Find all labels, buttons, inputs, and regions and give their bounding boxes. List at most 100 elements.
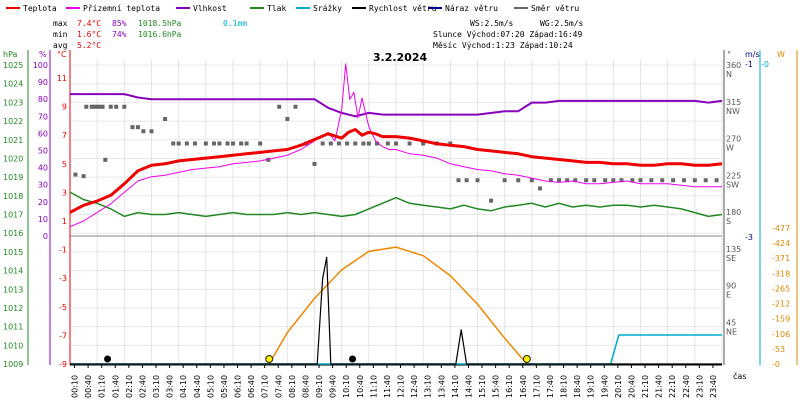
dir-tick: N: [726, 70, 732, 79]
wind-dir-point: [97, 104, 102, 109]
hpa-tick: 1015: [3, 248, 23, 257]
solar-line: [268, 246, 528, 365]
x-tick-label: 19:40: [600, 375, 609, 398]
x-tick-label: 11:10: [369, 375, 378, 398]
dir-tick: NE: [726, 327, 737, 336]
solar-tick: -53: [772, 345, 785, 354]
wind-dir-point: [475, 178, 480, 183]
stat-max-label: max: [53, 19, 68, 28]
wind-dir-point: [89, 104, 94, 109]
wind-dir-point: [73, 172, 78, 177]
legend: Teplota Přízemní teplota Vlhkost Tlak Srážky…: [6, 4, 579, 13]
stat-max-press: 1018.5hPa: [138, 19, 182, 28]
wind-dir-point: [557, 178, 561, 183]
wind-dir-point: [163, 117, 168, 121]
x-ticks: 00:10 00:40 01:10 01:40 02:10 02:40 03:10 03:40…: [71, 365, 718, 398]
wind-dir-point: [592, 178, 597, 183]
dir-tick: S: [726, 217, 731, 226]
x-tick-label: 19:10: [587, 375, 596, 398]
x-tick-label: 06:10: [234, 375, 243, 398]
wind-dir-point: [81, 174, 86, 179]
x-tick-label: 03:10: [152, 375, 161, 398]
wind-dir-point: [421, 141, 426, 146]
x-tick-label: 04:10: [179, 375, 188, 398]
wind-dir-point: [328, 141, 333, 146]
x-tick-label: 05:40: [220, 375, 229, 398]
wind-dir-point: [149, 129, 154, 134]
stat-min-temp: 1.6°C: [77, 30, 101, 39]
x-tick-label: 22:40: [682, 375, 691, 398]
x-tick-label: 09:10: [315, 375, 324, 398]
w-axis-label: W: [777, 50, 785, 59]
celsius-tick: 5: [62, 160, 67, 169]
x-tick-label: 09:40: [329, 375, 338, 398]
celsius-axis-label: °C: [57, 50, 67, 59]
x-tick-label: 00:40: [84, 375, 93, 398]
stat-min-press: 1016.6hPa: [138, 30, 182, 39]
wind-dir-point: [95, 104, 100, 109]
hpa-tick: 1019: [3, 173, 23, 182]
solar-tick: -265: [772, 284, 790, 293]
celsius-tick: 3: [62, 188, 67, 197]
pct-tick: 20: [38, 198, 48, 207]
wind-dir-point: [203, 141, 208, 146]
legend-item: Vlhkost: [193, 4, 227, 13]
pct-axis-label: %: [39, 50, 47, 59]
axes: 1025102410231022102110201019101810171016…: [3, 50, 798, 369]
x-tick-label: 12:40: [410, 375, 419, 398]
pct-tick: 90: [38, 78, 48, 87]
wind-dir-point: [277, 104, 282, 109]
celsius-tick: -7: [59, 331, 67, 340]
wind-dir-point: [84, 104, 89, 109]
celsius-tick: 1: [62, 217, 67, 226]
wind-dir-point: [312, 161, 317, 166]
wind-dir-point: [231, 141, 235, 146]
wind-dir-point: [529, 178, 534, 183]
dir-tick: 225: [726, 171, 741, 180]
solar-tick: -424: [772, 239, 790, 248]
wind-dir-point: [630, 178, 635, 183]
wind-dir-point: [516, 178, 521, 183]
legend-item: Srážky: [313, 4, 342, 13]
celsius-tick: 9: [62, 103, 67, 112]
wind-dir-point: [171, 141, 176, 146]
pct-tick: 30: [38, 181, 48, 190]
legend-item: Rychlost větru: [369, 4, 437, 13]
x-tick-label: 14:10: [451, 375, 460, 398]
x-tick-label: 00:10: [71, 375, 80, 398]
wind-dir-point: [619, 178, 624, 183]
wind-dir-point: [649, 178, 654, 183]
dir-tick: E: [726, 291, 731, 300]
wind-dir-point: [353, 141, 358, 146]
legend-item: Tlak: [267, 4, 286, 13]
dir-tick: 270: [726, 135, 741, 144]
pressure-line: [69, 191, 723, 218]
grid: [69, 60, 723, 365]
solar-tick: -106: [772, 330, 790, 339]
dir-tick: 180: [726, 208, 741, 217]
solar-tick: -159: [772, 315, 790, 324]
legend-item: Přízemní teplota: [83, 4, 160, 13]
wind-dir-point: [448, 141, 453, 146]
wind-dir-point: [366, 141, 371, 146]
pct-tick: 100: [33, 61, 48, 70]
dir-tick: SW: [726, 180, 739, 189]
sun-marker: [265, 355, 274, 363]
x-tick-label: 08:10: [288, 375, 297, 398]
x-tick-label: 13:10: [424, 375, 433, 398]
hpa-tick: 1022: [3, 117, 23, 126]
x-tick-label: 21:40: [655, 375, 664, 398]
x-tick-label: 07:10: [261, 375, 270, 398]
wind-dir-point: [537, 186, 542, 191]
series-layer: [69, 63, 723, 365]
ms-axis-label: m/s: [745, 50, 760, 59]
x-tick-label: 21:10: [641, 375, 650, 398]
x-tick-label: 04:40: [193, 375, 202, 398]
legend-item: Směr větru: [531, 4, 579, 13]
celsius-tick: -5: [59, 303, 67, 312]
wind-dir-point: [266, 157, 271, 162]
x-tick-label: 03:40: [166, 375, 175, 398]
ms-three-label: -3: [745, 233, 753, 242]
ms-top-label: -0: [761, 60, 769, 69]
